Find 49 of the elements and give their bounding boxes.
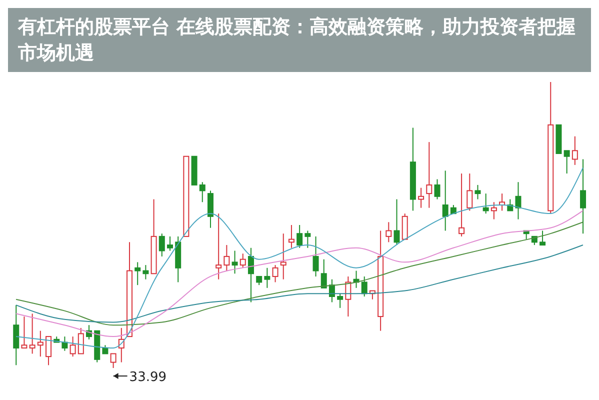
candlestick <box>394 198 400 246</box>
candlestick <box>402 213 408 240</box>
candlestick <box>312 236 319 277</box>
candlestick <box>466 173 473 212</box>
candlestick <box>280 233 286 280</box>
candlestick <box>482 193 489 214</box>
candlestick <box>13 304 20 366</box>
candlestick <box>248 247 254 303</box>
candlestick <box>46 336 52 366</box>
candlestick <box>337 293 344 308</box>
candlestick <box>232 250 238 274</box>
candlestick <box>166 236 173 252</box>
candlestick <box>216 213 222 280</box>
candlestick <box>442 170 448 232</box>
candlestick <box>572 136 578 166</box>
candlestick <box>29 313 36 354</box>
candlestick <box>207 190 214 228</box>
candlestick <box>240 253 246 268</box>
candlestick <box>70 336 76 358</box>
candlestick <box>142 264 149 280</box>
candlestick <box>474 184 481 200</box>
candlestick <box>264 267 270 288</box>
candlestick <box>540 230 546 246</box>
chart-title: 有杠杆的股票平台 在线股票配资：高效融资策略，助力投资者把握市场机遇 <box>8 8 591 72</box>
text: 33.99 <box>129 370 167 385</box>
candlestick <box>158 233 165 257</box>
candlestick <box>110 353 116 368</box>
candlestick <box>458 173 465 237</box>
candlestick <box>199 182 206 203</box>
candlestick <box>224 244 230 272</box>
candlestick <box>434 178 440 200</box>
candlestick <box>345 276 352 318</box>
candlestick <box>580 158 586 234</box>
candlestick <box>134 262 141 286</box>
candlestick <box>21 316 28 348</box>
candlestick <box>490 202 497 220</box>
candlestick <box>78 327 84 354</box>
candlestick <box>418 187 424 208</box>
candlestick <box>320 258 327 288</box>
candlestick <box>304 230 311 248</box>
candlestick <box>272 264 278 283</box>
candlestick <box>361 276 368 297</box>
candlestick <box>564 150 570 174</box>
candlestick <box>426 142 432 208</box>
candlestick <box>296 224 303 248</box>
candlestick <box>37 330 44 358</box>
candlestick <box>386 222 392 243</box>
candlestick <box>288 224 294 248</box>
candlestick <box>515 182 522 220</box>
